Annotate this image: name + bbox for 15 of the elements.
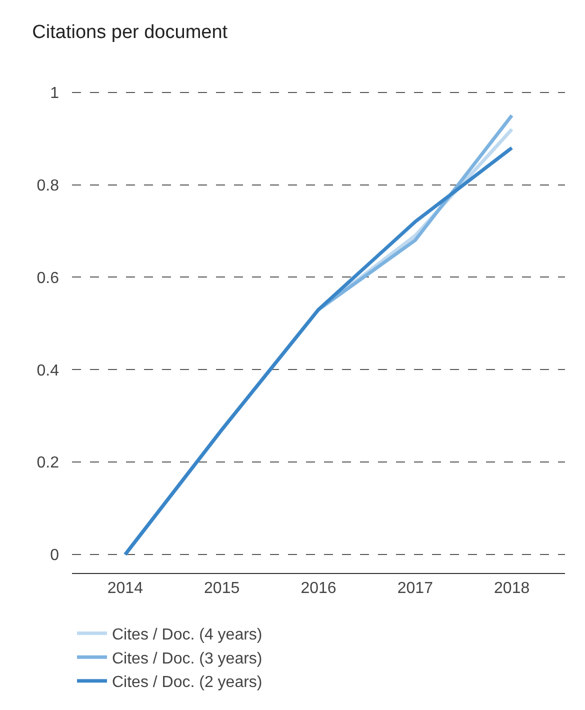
y-tick-label: 0.6 <box>36 270 60 287</box>
y-tick-label: 0 <box>50 547 60 564</box>
x-tick-label: 2017 <box>397 580 434 598</box>
legend-label: Cites / Doc. (4 years) <box>112 626 262 644</box>
y-tick-label: 0.4 <box>36 362 60 380</box>
x-tick-label: 2014 <box>107 580 144 598</box>
y-tick-label: 0.8 <box>36 177 60 194</box>
x-tick-label: 2016 <box>300 580 336 598</box>
chart-title: Citations per document <box>32 22 228 44</box>
y-tick-label: 0.2 <box>36 454 60 472</box>
x-tick-label: 2015 <box>204 580 240 598</box>
y-tick-label: 1 <box>50 84 60 102</box>
legend-label: Cites / Doc. (3 years) <box>112 650 262 668</box>
legend-label: Cites / Doc. (2 years) <box>112 674 262 692</box>
x-tick-label: 2018 <box>494 580 530 598</box>
